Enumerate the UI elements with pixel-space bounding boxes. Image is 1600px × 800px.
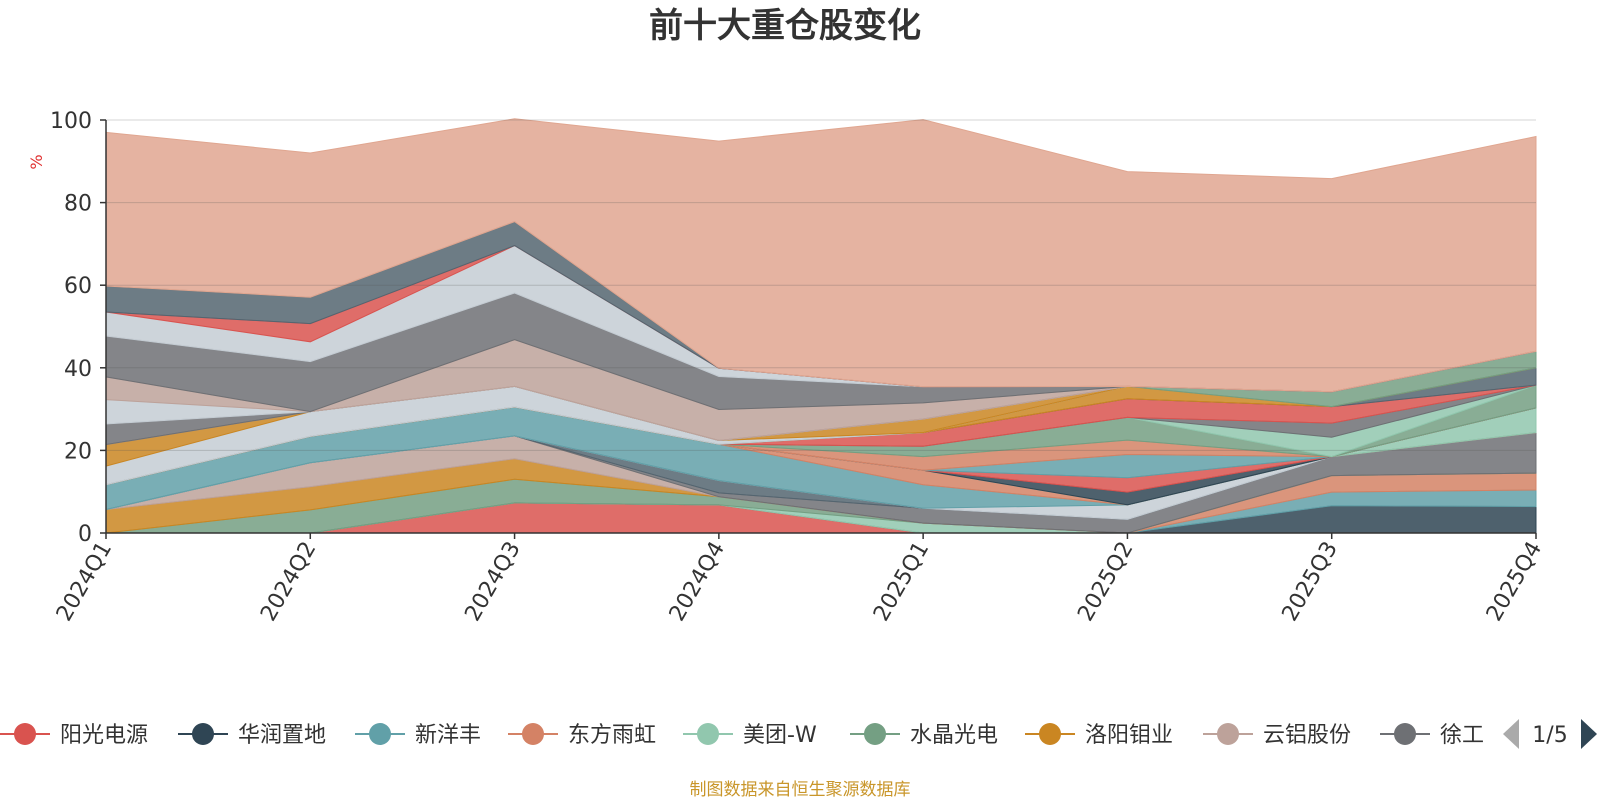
area-series-35 bbox=[105, 118, 1537, 393]
legend: 阳光电源 华润置地 新洋丰 东方雨虹 美团-W 水晶光电 洛阳钼业 云铝股份 徐工 bbox=[0, 723, 1484, 748]
legend-label: 美团-W bbox=[743, 723, 817, 748]
x-tick-label-4: 2025Q1 bbox=[869, 538, 934, 626]
legend-marker bbox=[864, 723, 886, 745]
y-tick-label-0: 0 bbox=[78, 522, 92, 547]
x-tick-label-5: 2025Q2 bbox=[1073, 538, 1138, 626]
legend-marker bbox=[697, 723, 719, 745]
x-tick-label-7: 2025Q4 bbox=[1482, 538, 1547, 626]
legend-item-2[interactable]: 新洋丰 bbox=[355, 723, 481, 748]
axes bbox=[105, 120, 1536, 534]
legend-marker bbox=[1039, 723, 1061, 745]
x-tick-label-3: 2024Q4 bbox=[665, 538, 730, 626]
legend-label: 新洋丰 bbox=[415, 723, 481, 748]
legend-item-5[interactable]: 水晶光电 bbox=[850, 723, 998, 748]
legend-marker bbox=[1394, 723, 1416, 745]
legend-label: 云铝股份 bbox=[1263, 723, 1351, 748]
legend-label: 东方雨虹 bbox=[568, 723, 656, 748]
y-tick-label-3: 60 bbox=[64, 274, 92, 299]
x-tick-label-1: 2024Q2 bbox=[256, 538, 321, 626]
legend-label: 阳光电源 bbox=[60, 723, 148, 748]
legend-marker bbox=[14, 723, 36, 745]
y-tick-label-5: 100 bbox=[50, 109, 92, 134]
legend-label: 徐工 bbox=[1440, 723, 1484, 748]
y-tick-label-4: 80 bbox=[64, 192, 92, 217]
legend-marker bbox=[369, 723, 391, 745]
area-series bbox=[105, 118, 1537, 534]
legend-prev-icon[interactable] bbox=[1503, 719, 1519, 749]
legend-item-1[interactable]: 华润置地 bbox=[178, 723, 326, 748]
legend-pager: 1/5 bbox=[1503, 719, 1597, 749]
y-tick-label-1: 20 bbox=[64, 439, 92, 464]
legend-label: 水晶光电 bbox=[910, 723, 998, 748]
legend-item-8[interactable]: 徐工 bbox=[1380, 723, 1484, 748]
x-tick-label-6: 2025Q3 bbox=[1278, 538, 1343, 626]
grid-lines bbox=[106, 119, 1536, 451]
legend-item-3[interactable]: 东方雨虹 bbox=[508, 723, 656, 748]
legend-marker bbox=[522, 723, 544, 745]
chart-title: 前十大重仓股变化 bbox=[649, 6, 921, 46]
x-tick-label-2: 2024Q3 bbox=[460, 538, 525, 626]
legend-page-indicator: 1/5 bbox=[1532, 723, 1567, 748]
legend-item-7[interactable]: 云铝股份 bbox=[1203, 723, 1351, 748]
legend-item-6[interactable]: 洛阳钼业 bbox=[1025, 723, 1173, 748]
y-tick-labels: 0 20 40 60 80 100 bbox=[50, 109, 106, 547]
data-source-note: 制图数据来自恒生聚源数据库 bbox=[690, 780, 911, 800]
legend-marker bbox=[1217, 723, 1239, 745]
x-tick-labels: 2024Q1 2024Q2 2024Q3 2024Q4 2025Q1 2025Q2 2025… bbox=[52, 533, 1547, 626]
legend-label: 洛阳钼业 bbox=[1085, 723, 1173, 748]
x-tick-label-0: 2024Q1 bbox=[52, 538, 117, 626]
legend-item-0[interactable]: 阳光电源 bbox=[0, 723, 148, 748]
legend-marker bbox=[192, 723, 214, 745]
legend-label: 华润置地 bbox=[238, 723, 326, 748]
legend-item-4[interactable]: 美团-W bbox=[683, 723, 817, 748]
legend-next-icon[interactable] bbox=[1581, 719, 1597, 749]
y-tick-label-2: 40 bbox=[64, 357, 92, 382]
y-axis-unit: % bbox=[27, 154, 46, 169]
